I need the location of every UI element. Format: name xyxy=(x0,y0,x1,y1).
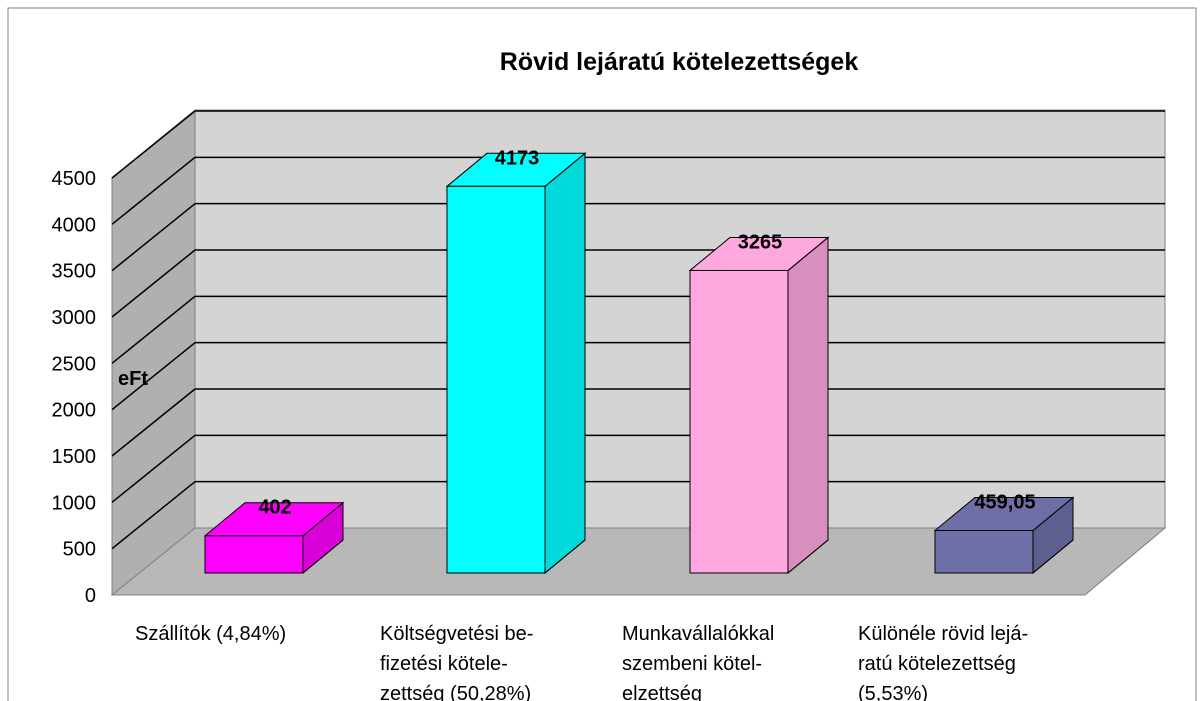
grid-line xyxy=(111,341,1165,411)
y-axis-label: eFt xyxy=(118,368,148,390)
bar-front xyxy=(689,269,789,574)
bar xyxy=(445,152,587,575)
y-tick-label: 500 xyxy=(63,539,96,561)
value-label: 402 xyxy=(258,497,291,519)
bar-front xyxy=(934,529,1034,574)
grid-line-side xyxy=(111,342,196,411)
bar xyxy=(688,236,830,575)
floor xyxy=(110,527,1167,596)
grid-line xyxy=(111,295,1165,364)
y-tick-label: 1500 xyxy=(52,446,97,468)
y-tick-label: 3000 xyxy=(52,307,97,329)
grid-line-side xyxy=(111,203,196,272)
grid-line-side xyxy=(111,249,196,318)
grid-line-side xyxy=(111,388,196,457)
grid-line xyxy=(111,110,1165,179)
y-tick-label: 4000 xyxy=(52,214,97,236)
grid-line-side xyxy=(111,481,196,550)
x-tick-label: szembeni kötel- xyxy=(622,653,762,675)
x-tick-label: ratú kötelezettség xyxy=(858,653,1016,675)
value-label: 4173 xyxy=(495,147,540,169)
back-wall xyxy=(194,109,1166,529)
x-tick-label: zettség (50,28%) xyxy=(380,683,531,701)
x-tick-label: elzettség xyxy=(622,683,702,701)
grid-line-side xyxy=(111,295,196,364)
x-tick-label: Munkavállalókkal xyxy=(622,623,774,645)
bar-side-shade xyxy=(544,152,586,575)
grid-line-side xyxy=(111,110,196,179)
grid-line xyxy=(111,249,1165,318)
grid-line xyxy=(111,388,1165,457)
y-tick-label: 2500 xyxy=(52,353,97,375)
grid-line-side xyxy=(111,434,196,503)
x-tick-label: (5,53%) xyxy=(858,683,928,701)
y-tick-label: 2000 xyxy=(52,400,97,422)
grid-line xyxy=(111,434,1165,503)
bar xyxy=(203,501,345,575)
x-tick-label: fizetési kötele- xyxy=(380,653,508,675)
value-label: 459,05 xyxy=(974,491,1035,513)
bar xyxy=(933,496,1075,575)
x-tick-label: Szállítók (4,84%) xyxy=(135,623,286,645)
bar-front xyxy=(446,185,546,574)
value-label: 3265 xyxy=(738,231,783,253)
x-tick-label: Költségvetési be- xyxy=(380,623,533,645)
x-tick-label: Különéle rövid lejá- xyxy=(858,623,1028,645)
y-tick-label: 0 xyxy=(85,585,96,607)
grid-line xyxy=(111,156,1165,225)
y-tick-label: 4500 xyxy=(52,168,97,190)
bar-front xyxy=(204,535,304,574)
chart-title: Rövid lejáratú kötelezettségek xyxy=(500,48,859,76)
y-tick-label: 3500 xyxy=(52,261,97,283)
grid-line xyxy=(111,202,1165,272)
bar-side-shade xyxy=(787,236,829,575)
grid-line-side xyxy=(111,156,196,225)
frame xyxy=(7,7,1197,701)
y-tick-label: 1000 xyxy=(52,492,97,514)
grid-line xyxy=(111,480,1165,550)
